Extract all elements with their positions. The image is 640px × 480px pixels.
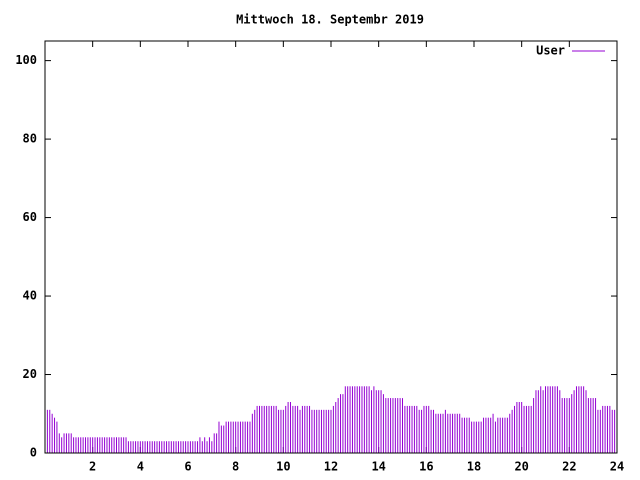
y-tick-label: 80 — [23, 132, 37, 146]
chart-title: Mittwoch 18. Septembr 2019 — [236, 13, 424, 27]
y-tick-label: 40 — [23, 289, 37, 303]
plot-frame — [44, 40, 618, 454]
x-tick-label: 24 — [610, 460, 624, 474]
x-tick-label: 18 — [467, 460, 481, 474]
x-tick-label: 4 — [137, 460, 144, 474]
y-tick-label: 60 — [23, 210, 37, 224]
x-tick-label: 16 — [419, 460, 433, 474]
y-tick-label: 100 — [15, 53, 37, 67]
x-tick-label: 12 — [324, 460, 338, 474]
y-tick-label: 0 — [30, 446, 37, 460]
legend-label: User — [536, 44, 565, 58]
y-tick-label: 20 — [23, 367, 37, 381]
x-tick-label: 14 — [371, 460, 385, 474]
x-tick-label: 10 — [276, 460, 290, 474]
x-tick-label: 22 — [562, 460, 576, 474]
x-tick-label: 20 — [514, 460, 528, 474]
x-tick-label: 6 — [184, 460, 191, 474]
x-tick-label: 2 — [89, 460, 96, 474]
x-tick-label: 8 — [232, 460, 239, 474]
